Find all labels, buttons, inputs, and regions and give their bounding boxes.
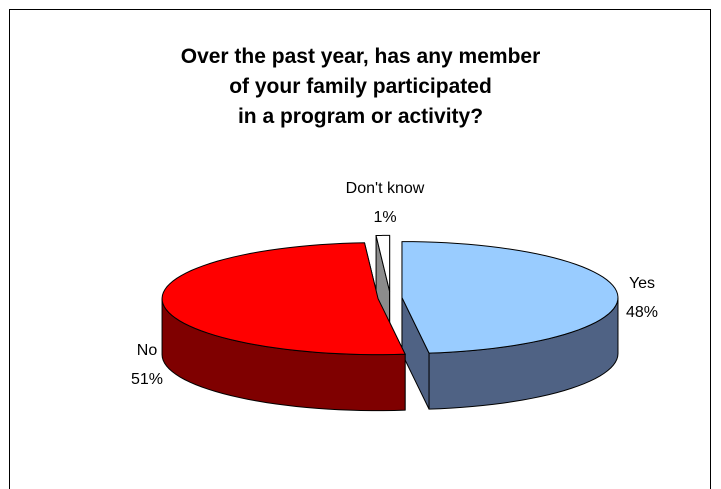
chart-title-line-2: of your family participated — [229, 75, 492, 98]
chart-title: Over the past year, has any member of yo… — [0, 42, 721, 132]
slice-top-1 — [161, 242, 406, 356]
slice-label-0: Yes — [629, 275, 655, 292]
slice-top-2 — [375, 234, 391, 292]
slice-value-0: 48% — [626, 304, 658, 321]
chart-title-line-1: Over the past year, has any member — [180, 45, 541, 68]
chart-title-line-3: in a program or activity? — [237, 105, 484, 128]
slice-value-2: 1% — [373, 209, 396, 226]
pie-slices — [161, 234, 619, 412]
slice-label-2: Don't know — [346, 180, 425, 197]
slice-label-1: No — [137, 342, 158, 359]
slice-top-0 — [401, 241, 619, 354]
slice-value-1: 51% — [131, 371, 163, 388]
